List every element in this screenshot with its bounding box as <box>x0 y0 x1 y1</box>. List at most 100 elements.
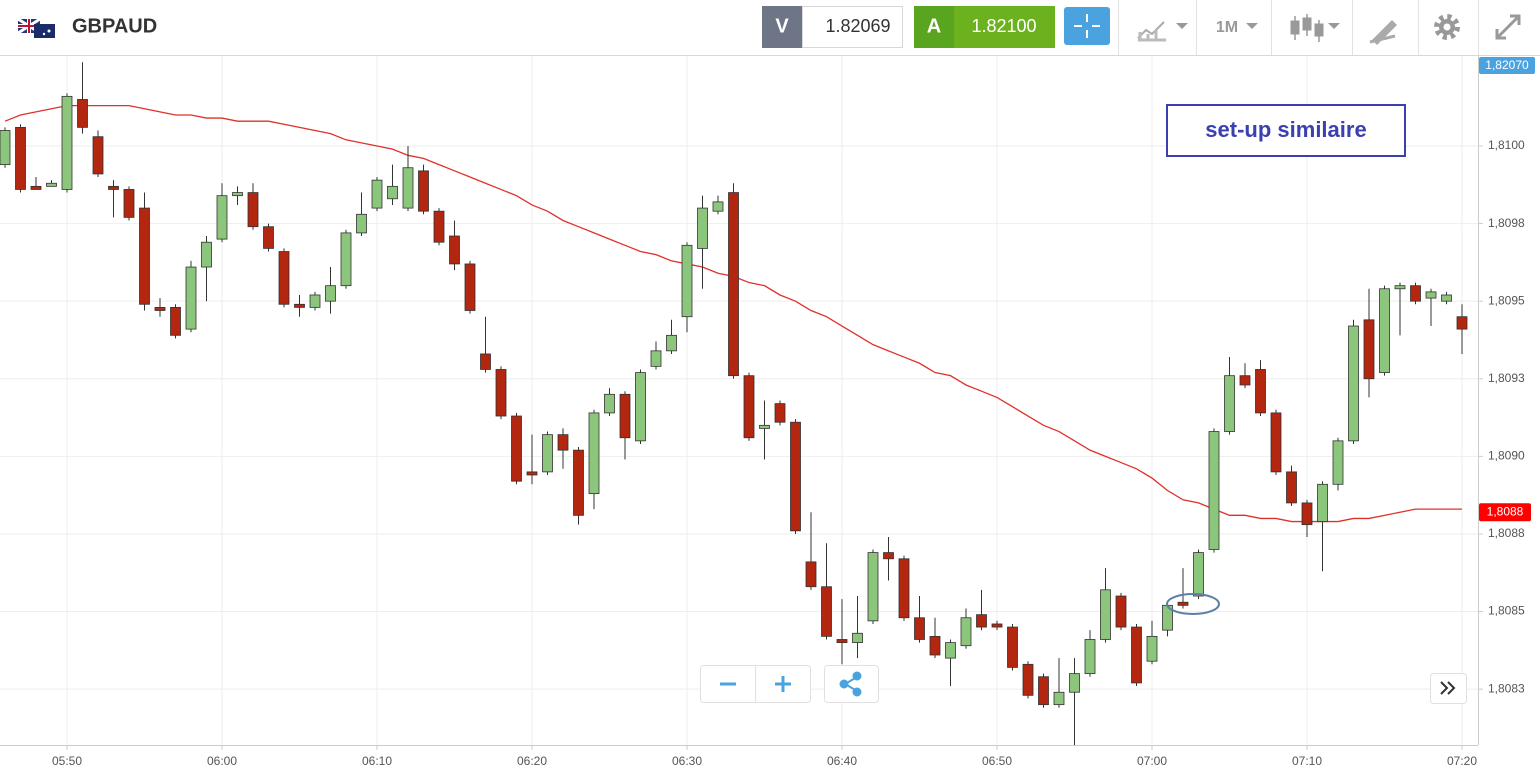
candle-body <box>557 434 569 451</box>
candle-body <box>1053 691 1065 706</box>
sell-price[interactable]: 1.82069 <box>825 16 890 36</box>
candle-body <box>821 586 832 637</box>
candle-body <box>387 185 398 200</box>
draw-button[interactable] <box>1369 20 1397 45</box>
candle-body <box>232 192 243 197</box>
timeframe-caret <box>1246 23 1258 29</box>
candle-body <box>604 393 615 414</box>
candle-style-button[interactable] <box>1290 14 1340 42</box>
candle-body <box>247 192 259 228</box>
buy-price[interactable]: 1.82100 <box>971 16 1036 36</box>
candle-body <box>635 372 646 442</box>
candle-body <box>278 251 290 305</box>
candle-body <box>619 393 631 439</box>
x-tick-label: 06:30 <box>672 754 702 768</box>
candle-body <box>976 614 987 628</box>
candle-body <box>1255 369 1266 414</box>
candle-body <box>1286 471 1297 504</box>
candle-body <box>1224 375 1235 432</box>
symbol: GBPAUD <box>72 15 157 37</box>
x-tick-label: 07:20 <box>1447 754 1477 768</box>
x-tick-label: 06:20 <box>517 754 547 768</box>
candle-body <box>1193 552 1204 597</box>
sell-label[interactable]: V <box>775 15 789 37</box>
candle-body <box>991 623 1003 628</box>
candle-body <box>1456 316 1468 330</box>
settings-button[interactable] <box>1434 14 1460 40</box>
buy-button[interactable] <box>914 6 954 48</box>
candle-body <box>61 95 73 190</box>
candle-body <box>883 552 894 560</box>
zoom-in-button[interactable] <box>775 676 791 692</box>
candle-body <box>1332 440 1344 485</box>
current-price-label: 1,8088 <box>1487 504 1524 518</box>
x-tick-label: 07:00 <box>1137 754 1167 768</box>
candle-body <box>1069 673 1080 693</box>
candle-body <box>1131 626 1142 684</box>
candle-body <box>728 192 739 377</box>
annotation-box <box>1166 104 1406 157</box>
scroll-end-icon <box>1440 681 1456 695</box>
y-tick-label: 1,8083 <box>1488 681 1525 695</box>
candle-body <box>914 617 925 640</box>
y-tick-label: 1,8098 <box>1488 216 1525 230</box>
candle-body <box>309 294 321 308</box>
candle-body <box>1100 589 1111 640</box>
candle-body <box>836 639 848 643</box>
candle-body <box>650 350 662 367</box>
buy-price-box[interactable] <box>954 6 1055 48</box>
chart-type-button[interactable] <box>1137 21 1188 42</box>
candle-body <box>356 213 367 234</box>
candle-body <box>1410 285 1421 302</box>
candle-body <box>15 126 26 190</box>
candle-body <box>402 167 414 209</box>
candle-body <box>588 412 600 495</box>
sell-button[interactable] <box>762 6 802 48</box>
candle-body <box>945 642 956 659</box>
candle-body <box>511 415 522 482</box>
scroll-end-button[interactable] <box>1430 673 1467 704</box>
candle-body <box>371 179 383 209</box>
candle-body <box>1363 319 1375 380</box>
crosshair-button[interactable] <box>1064 7 1110 45</box>
candle-body <box>1394 285 1406 290</box>
y-tick-label: 1,8090 <box>1488 449 1525 463</box>
candle-body <box>201 241 212 268</box>
grid <box>0 56 1478 745</box>
candle-body <box>449 235 460 265</box>
x-tick-label: 06:40 <box>827 754 857 768</box>
candle-body <box>294 303 305 308</box>
candle-body <box>1348 325 1359 442</box>
candle-body <box>0 130 11 166</box>
candle-body <box>867 552 879 622</box>
flag-icon <box>17 17 55 38</box>
x-tick-label: 06:00 <box>207 754 237 768</box>
plot-area <box>0 62 1468 745</box>
share-button[interactable] <box>824 665 879 703</box>
candle-body <box>1007 626 1018 668</box>
sell-price-box[interactable] <box>802 6 903 48</box>
candle-body <box>418 170 429 212</box>
candle-body <box>325 285 336 302</box>
candle-body <box>154 306 166 311</box>
top-marker-label: 1,82070 <box>1485 58 1529 72</box>
fullscreen-button[interactable] <box>1495 14 1521 40</box>
annotation: set-up similaire <box>1205 117 1366 142</box>
x-axis-labels: 05:50 06:00 06:10 06:20 06:30 06:40 06:50 07:00… <box>52 745 1477 768</box>
x-tick-label: 05:50 <box>52 754 82 768</box>
candle-body <box>898 558 910 619</box>
candle-body <box>30 185 42 190</box>
buy-label[interactable]: A <box>927 15 941 37</box>
candle-body <box>774 403 786 423</box>
candle-body <box>1208 431 1220 550</box>
candle-body <box>1038 676 1049 706</box>
candle-body <box>759 424 770 429</box>
timeframe[interactable]: 1M <box>1216 19 1238 36</box>
candle-body <box>1301 502 1313 526</box>
candle-body <box>263 226 274 249</box>
candle-body <box>1146 635 1158 662</box>
candle-body <box>960 617 972 647</box>
candle-body <box>1239 375 1251 386</box>
